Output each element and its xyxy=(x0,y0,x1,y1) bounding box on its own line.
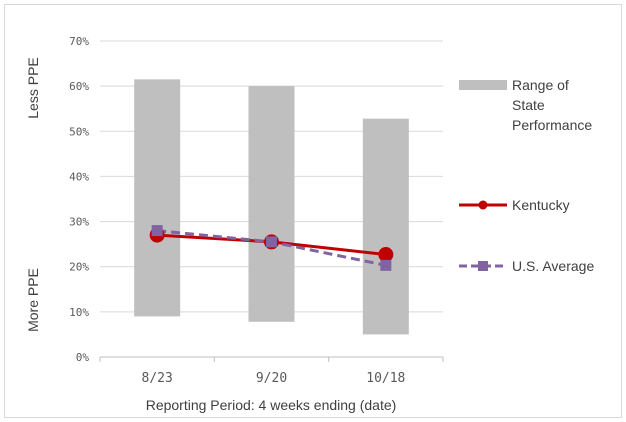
x-axis-ticks: 8/23 9/20 10/18 xyxy=(142,371,406,386)
legend-us-average-label: U.S. Average xyxy=(512,258,594,274)
x-tick-label: 10/18 xyxy=(366,371,405,386)
x-tick-label: 8/23 xyxy=(142,371,173,386)
y-tick-label: 40% xyxy=(69,170,89,183)
y-tick-label: 0% xyxy=(76,351,90,364)
range-bars xyxy=(134,79,409,335)
legend: Range of State Performance Kentucky U.S.… xyxy=(459,77,594,274)
y-axis-title-top: Less PPE xyxy=(25,57,41,118)
legend-range-swatch xyxy=(459,80,507,90)
data-point xyxy=(378,247,394,263)
chart-frame xyxy=(4,4,622,418)
y-tick-label: 20% xyxy=(69,261,89,274)
range-bar xyxy=(362,118,409,335)
legend-kentucky-label: Kentucky xyxy=(512,197,570,213)
y-tick-label: 10% xyxy=(69,306,89,319)
y-tick-label: 50% xyxy=(69,125,89,138)
legend-us-average-marker xyxy=(478,261,488,271)
legend-range-label-2: State xyxy=(512,97,545,113)
legend-range-label-1: Range of xyxy=(512,77,569,93)
range-bar xyxy=(134,79,181,317)
series-lines xyxy=(149,225,394,271)
data-point xyxy=(380,259,392,271)
y-axis-title-bottom: More PPE xyxy=(25,268,41,332)
x-tick-label: 9/20 xyxy=(256,371,287,386)
x-axis-title: Reporting Period: 4 weeks ending (date) xyxy=(146,397,397,413)
y-tick-label: 70% xyxy=(69,35,89,48)
y-tick-label: 30% xyxy=(69,216,89,229)
range-bar xyxy=(248,86,295,322)
legend-range-label-3: Performance xyxy=(512,117,592,133)
data-point xyxy=(266,236,277,248)
y-axis-ticks: 0% 10% 20% 30% 40% 50% 60% 70% xyxy=(69,35,89,364)
legend-kentucky-marker xyxy=(478,200,488,210)
y-tick-label: 60% xyxy=(69,80,89,93)
data-point xyxy=(151,225,163,237)
